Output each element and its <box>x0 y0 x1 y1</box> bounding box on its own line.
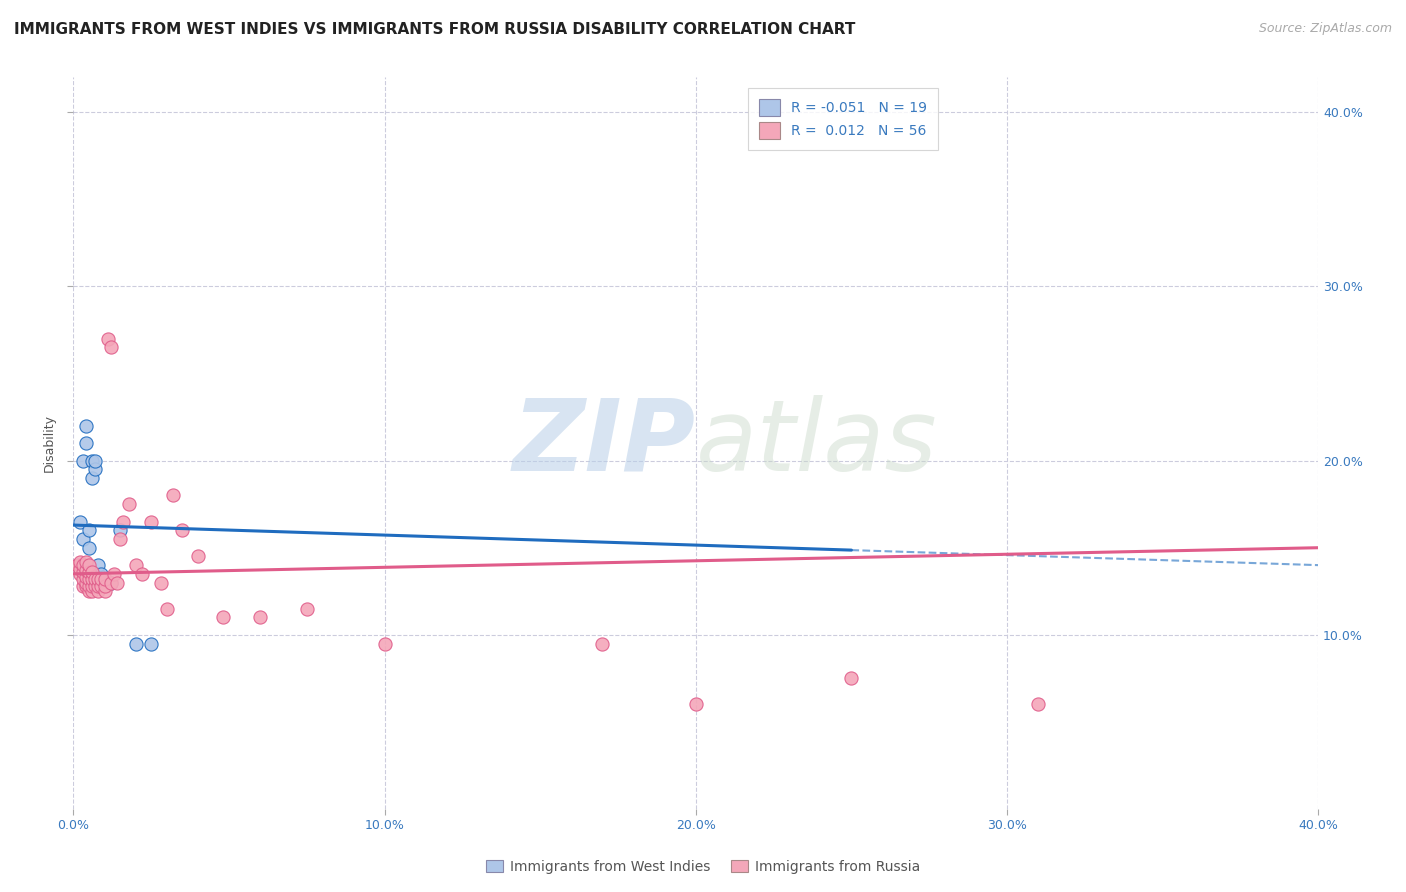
Point <box>84 572 107 586</box>
Point <box>72 572 94 586</box>
Legend: Immigrants from West Indies, Immigrants from Russia: Immigrants from West Indies, Immigrants … <box>479 853 927 880</box>
Point <box>82 471 104 485</box>
Point <box>105 575 128 590</box>
Point <box>295 601 318 615</box>
Point <box>75 579 97 593</box>
Text: ZIP: ZIP <box>513 395 696 491</box>
Text: IMMIGRANTS FROM WEST INDIES VS IMMIGRANTS FROM RUSSIA DISABILITY CORRELATION CHA: IMMIGRANTS FROM WEST INDIES VS IMMIGRANT… <box>14 22 855 37</box>
Y-axis label: Disability: Disability <box>44 414 56 472</box>
Text: Source: ZipAtlas.com: Source: ZipAtlas.com <box>1258 22 1392 36</box>
Point <box>118 497 141 511</box>
Point <box>84 579 107 593</box>
Point <box>90 579 112 593</box>
Point <box>69 561 91 575</box>
Point <box>84 462 107 476</box>
Point <box>125 636 148 650</box>
Point <box>75 555 97 569</box>
Point <box>69 566 91 581</box>
Point <box>90 566 112 581</box>
Point <box>75 436 97 450</box>
Point <box>156 601 179 615</box>
Point <box>77 579 100 593</box>
Point <box>93 579 115 593</box>
Point <box>125 558 148 573</box>
Point <box>69 555 91 569</box>
Point <box>100 575 122 590</box>
Point <box>82 453 104 467</box>
Point <box>90 572 112 586</box>
Point <box>84 453 107 467</box>
Point <box>374 636 396 650</box>
Point <box>103 566 125 581</box>
Point <box>841 671 863 685</box>
Point <box>97 332 120 346</box>
Point <box>93 584 115 599</box>
Point <box>87 584 110 599</box>
Point <box>685 698 707 712</box>
Point <box>108 524 131 538</box>
Point <box>82 579 104 593</box>
Point <box>87 572 110 586</box>
Point <box>108 532 131 546</box>
Point <box>72 565 94 579</box>
Point <box>75 575 97 590</box>
Point <box>65 558 87 573</box>
Point <box>87 566 110 581</box>
Point <box>72 453 94 467</box>
Point <box>69 515 91 529</box>
Point <box>82 584 104 599</box>
Point <box>82 572 104 586</box>
Point <box>172 524 194 538</box>
Point <box>75 418 97 433</box>
Point <box>100 575 122 590</box>
Point <box>93 575 115 590</box>
Point <box>591 636 613 650</box>
Point <box>249 610 271 624</box>
Point <box>77 558 100 573</box>
Point <box>93 572 115 586</box>
Point <box>82 565 104 579</box>
Point <box>100 340 122 354</box>
Point <box>72 558 94 573</box>
Text: atlas: atlas <box>696 395 938 491</box>
Point <box>77 524 100 538</box>
Point <box>77 541 100 555</box>
Point <box>1026 698 1049 712</box>
Point <box>112 515 135 529</box>
Point <box>77 572 100 586</box>
Legend: R = -0.051   N = 19, R =  0.012   N = 56: R = -0.051 N = 19, R = 0.012 N = 56 <box>748 88 938 150</box>
Point <box>72 579 94 593</box>
Point <box>141 636 163 650</box>
Point <box>87 558 110 573</box>
Point <box>77 565 100 579</box>
Point <box>87 579 110 593</box>
Point <box>141 515 163 529</box>
Point <box>131 566 153 581</box>
Point <box>211 610 233 624</box>
Point <box>77 584 100 599</box>
Point <box>75 570 97 584</box>
Point <box>162 488 184 502</box>
Point <box>149 575 172 590</box>
Point <box>72 532 94 546</box>
Point <box>187 549 209 564</box>
Point <box>75 563 97 577</box>
